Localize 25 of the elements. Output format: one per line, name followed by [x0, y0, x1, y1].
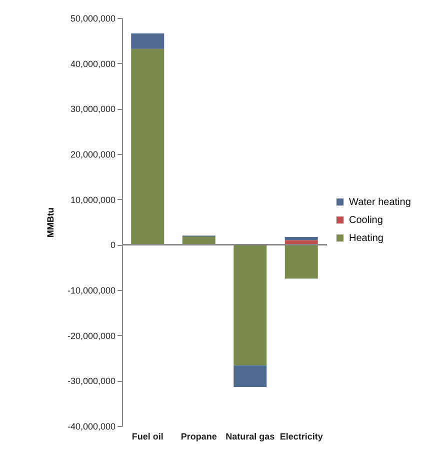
y-tick-label: -10,000,000	[67, 286, 116, 296]
x-tick-label: Propane	[180, 432, 217, 442]
y-tick-label: 30,000,000	[70, 104, 116, 114]
bar	[234, 244, 267, 366]
bar	[234, 365, 267, 388]
y-tick-label: -40,000,000	[67, 422, 116, 432]
y-tick-label: 50,000,000	[70, 14, 116, 24]
y-tick-label: 0	[110, 240, 116, 250]
legend-label: Cooling	[349, 215, 383, 226]
y-tick-label: 10,000,000	[70, 194, 116, 205]
y-axis-title: MMBtu	[45, 208, 56, 238]
y-tick-label: 20,000,000	[70, 150, 116, 160]
bar	[131, 33, 164, 49]
bar	[131, 48, 164, 245]
legend-label: Water heating	[349, 197, 411, 208]
x-tick-label: Fuel oil	[132, 432, 164, 442]
bar	[182, 236, 216, 245]
bar	[284, 236, 318, 240]
x-tick-label: Natural gas	[226, 432, 275, 442]
y-tick-label: -30,000,000	[67, 376, 116, 386]
x-tick-label: Electricity	[280, 432, 323, 442]
y-tick-label: 40,000,000	[70, 58, 116, 69]
legend-label: Heating	[349, 233, 384, 244]
bar	[284, 244, 318, 279]
y-tick-label: -20,000,000	[67, 330, 116, 341]
